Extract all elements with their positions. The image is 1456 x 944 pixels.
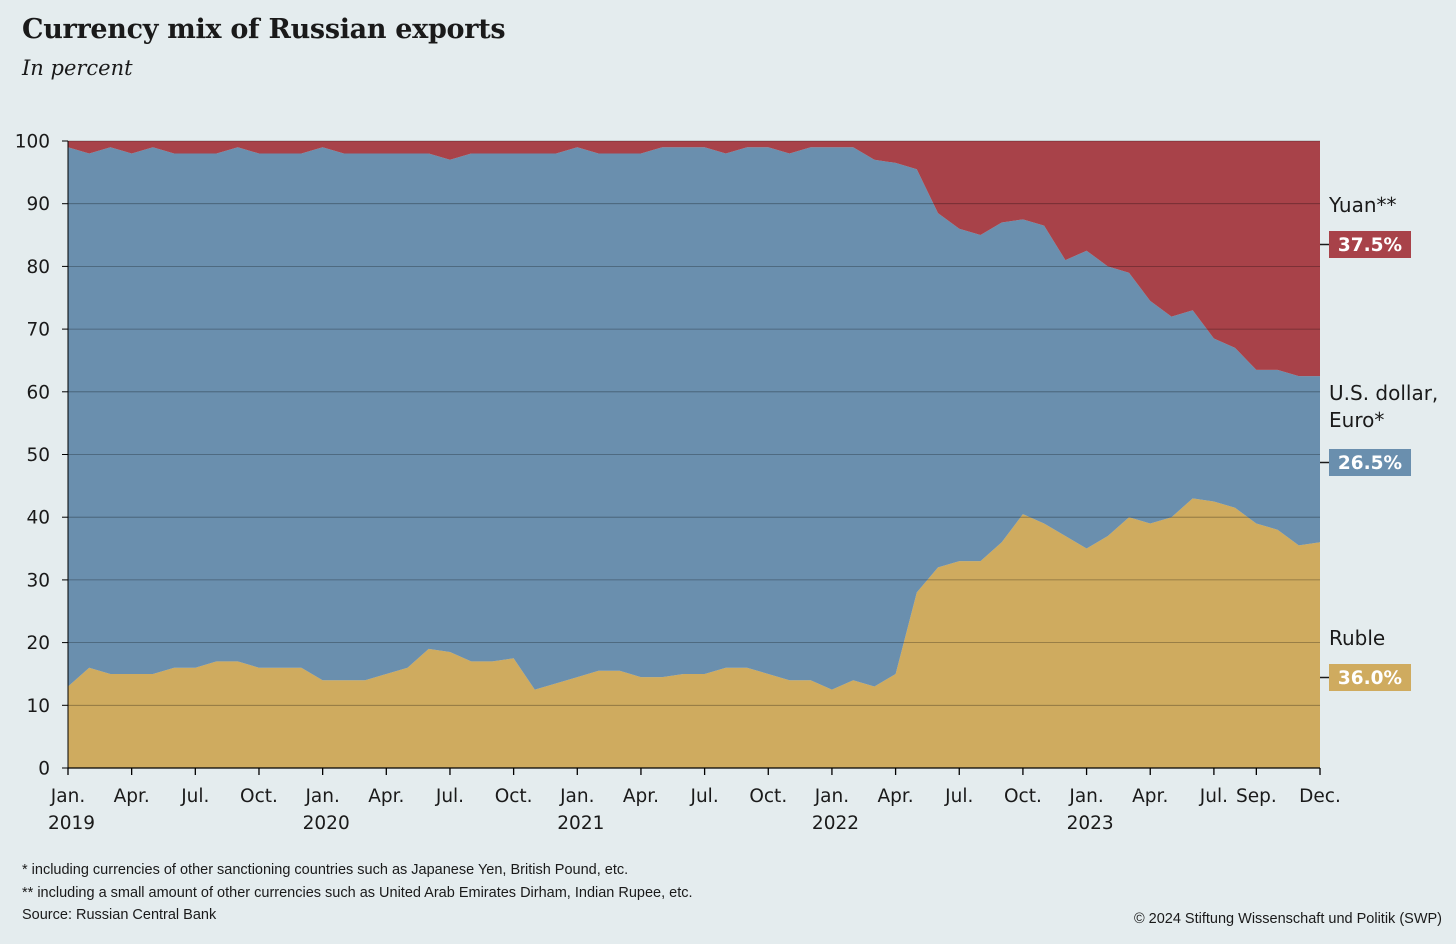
series-name-label: Yuan**	[1328, 193, 1397, 217]
y-axis: 0 10 20 30 40 50 60 70 80 90 100	[15, 132, 69, 780]
y-tick-label: 30	[26, 570, 50, 591]
series-value-label: 26.5%	[1338, 453, 1402, 474]
source-note: Source: Russian Central Bank	[22, 907, 217, 923]
x-tick-label: Jan.	[814, 786, 849, 807]
x-tick-label: Jul.	[944, 786, 973, 807]
x-tick-year-label: 2019	[48, 813, 95, 834]
series-name-label: Euro*	[1329, 408, 1384, 432]
x-tick-label: Jan.	[304, 786, 339, 807]
series-name-label: Ruble	[1329, 626, 1385, 650]
x-tick-label: Jan.	[1068, 786, 1103, 807]
copyright-note: © 2024 Stiftung Wissenschaft und Politik…	[1133, 911, 1442, 927]
x-tick-label: Dec.	[1299, 786, 1341, 807]
x-tick-label: Jan.	[559, 786, 594, 807]
series-labels: Ruble 36.0% U.S. dollar, Euro* 26.5% Yuan** 37…	[1320, 193, 1438, 691]
y-tick-label: 10	[26, 696, 50, 717]
x-tick-year-label: 2023	[1067, 813, 1114, 834]
x-tick-label: Apr.	[368, 786, 404, 807]
x-tick-year-label: 2020	[303, 813, 350, 834]
chart-title: Currency mix of Russian exports	[22, 14, 506, 45]
x-tick-label: Jul.	[1199, 786, 1228, 807]
footnote-double-asterisk: ** including a small amount of other cur…	[22, 885, 693, 901]
x-tick-label: Oct.	[495, 786, 533, 807]
series-value-badge	[1329, 449, 1411, 476]
x-tick-label: Jan.	[50, 786, 85, 807]
y-tick-label: 80	[26, 257, 50, 278]
y-tick-label: 90	[26, 194, 50, 215]
x-tick-label: Apr.	[623, 786, 659, 807]
x-tick-label: Jul.	[435, 786, 464, 807]
y-tick-label: 40	[26, 508, 50, 529]
y-tick-label: 60	[26, 382, 50, 403]
area-yuan	[68, 141, 1320, 377]
area-usd-euro	[68, 147, 1320, 690]
x-tick-label: Oct.	[749, 786, 787, 807]
series-name-label: U.S. dollar,	[1329, 381, 1438, 405]
x-axis: Jan. 2019 Apr. Jul. Oct. Jan. 2020 Apr. Jul. Oct.…	[48, 767, 1341, 834]
x-tick-label: Sep.	[1236, 786, 1277, 807]
x-tick-label: Oct.	[240, 786, 278, 807]
x-tick-label: Oct.	[1004, 786, 1042, 807]
x-tick-label: Jul.	[180, 786, 209, 807]
y-tick-label: 70	[26, 320, 50, 341]
footnote-single-asterisk: * including currencies of other sanction…	[22, 862, 629, 878]
series-value-badge	[1329, 231, 1411, 258]
x-tick-year-label: 2022	[812, 813, 859, 834]
x-tick-label: Jul.	[690, 786, 719, 807]
series-value-label: 37.5%	[1338, 235, 1402, 256]
x-tick-label: Apr.	[877, 786, 913, 807]
area-ruble	[68, 498, 1320, 768]
y-tick-label: 20	[26, 633, 50, 654]
y-tick-label: 50	[26, 445, 50, 466]
x-tick-year-label: 2021	[557, 813, 604, 834]
gridlines	[68, 140, 1320, 706]
x-tick-label: Apr.	[114, 786, 150, 807]
y-tick-label: 100	[15, 132, 50, 153]
series-value-badge	[1329, 664, 1411, 691]
area-layers	[68, 141, 1320, 768]
x-tick-label: Apr.	[1132, 786, 1168, 807]
series-value-label: 36.0%	[1338, 668, 1402, 689]
y-tick-label: 0	[38, 759, 50, 780]
chart-subtitle: In percent	[22, 56, 133, 80]
